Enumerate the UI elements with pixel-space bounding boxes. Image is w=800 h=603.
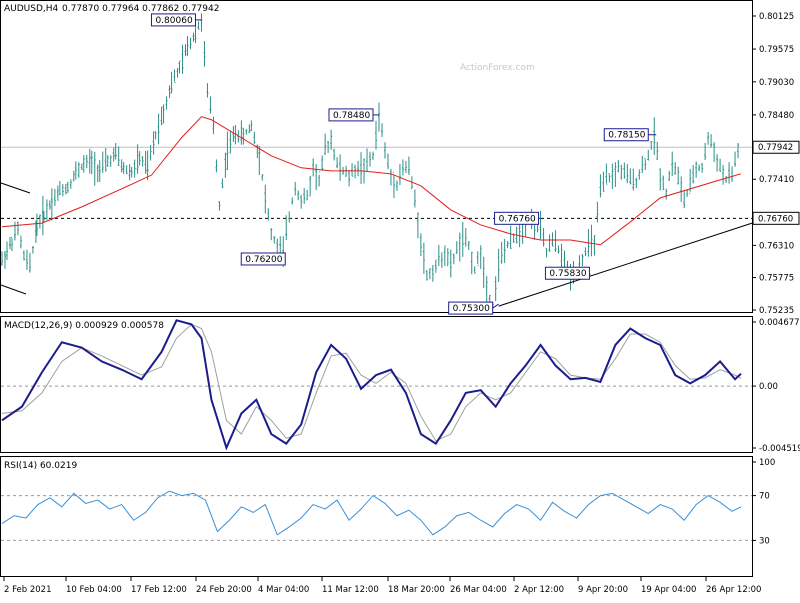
- macd-y-tick-label: 0.00: [759, 382, 778, 392]
- level-connector: [492, 303, 499, 309]
- level-label: 0.76760: [499, 214, 536, 224]
- price-y-tick-label: 0.77410: [759, 175, 794, 185]
- level-box: [240, 252, 286, 266]
- moving-average-line: [1, 116, 742, 246]
- chart-marks: 0.801250.795750.790300.784800.779410.774…: [0, 12, 800, 595]
- x-tick-label: 4 Mar 04:00: [258, 585, 309, 595]
- level-box: [328, 108, 374, 122]
- x-tick-label: 9 Apr 20:00: [578, 585, 628, 595]
- x-tick-label: 24 Feb 20:00: [196, 585, 252, 595]
- price-header-ohlc: 0.77870 0.77964 0.77862 0.77942: [62, 4, 219, 14]
- level-box: [150, 13, 196, 27]
- x-tick-label: 26 Mar 04:00: [450, 585, 507, 595]
- x-tick-label: 11 Mar 12:00: [322, 585, 379, 595]
- level-label: 0.75300: [453, 304, 490, 314]
- x-tick-label: 26 Apr 12:00: [706, 585, 761, 595]
- level-box: [603, 128, 649, 142]
- level-box: [494, 211, 540, 225]
- price-y-tick-label: 0.80125: [759, 12, 794, 22]
- x-tick-label: 17 Feb 12:00: [131, 585, 187, 595]
- x-tick-label: 2 Feb 2021: [4, 585, 52, 595]
- macd-y-tick-label: 0.004677: [759, 318, 800, 328]
- support-price-label: 0.76760: [758, 214, 793, 224]
- x-tick-label: 2 Apr 12:00: [514, 585, 564, 595]
- rsi-y-tick-label: 70: [759, 492, 770, 502]
- macd-header: MACD(12,26,9) 0.000929 0.000578: [4, 321, 164, 331]
- price-header-title: AUDUSD,H4: [4, 4, 59, 14]
- macd-line: [1, 319, 742, 451]
- level-label: 0.75830: [549, 269, 586, 279]
- price-y-tick-label: 0.78480: [759, 111, 794, 121]
- level-label: 0.76200: [245, 255, 282, 265]
- level-box: [448, 301, 494, 315]
- level-label: 0.78480: [333, 111, 370, 121]
- rsi-y-tick-label: 100: [759, 458, 775, 468]
- channel-fragment-lower: [0, 284, 27, 295]
- x-tick-label: 18 Mar 20:00: [388, 585, 445, 595]
- current-price-box: [752, 140, 800, 154]
- price-y-tick-label: 0.75235: [759, 306, 794, 316]
- x-tick-label: 19 Apr 04:00: [641, 585, 696, 595]
- price-y-tick-label: 0.79030: [759, 78, 794, 88]
- support-trendline: [498, 222, 753, 307]
- rsi-line: [1, 490, 742, 536]
- level-label: 0.80060: [155, 16, 192, 26]
- support-price-box: [752, 211, 800, 225]
- price-panel: [0, 0, 753, 313]
- price-y-tick-label: 0.79575: [759, 45, 794, 55]
- x-tick-label: 10 Feb 04:00: [66, 585, 122, 595]
- channel-fragment-upper: [0, 182, 31, 194]
- rsi-y-tick-label: 30: [759, 536, 770, 546]
- watermark: ActionForex.com: [460, 63, 535, 73]
- macd-panel: [0, 316, 753, 453]
- price-y-tick-label: 0.76310: [759, 241, 794, 251]
- macd-signal-line: [1, 323, 742, 442]
- rsi-panel: [0, 456, 753, 577]
- current-price-label: 0.77942: [758, 143, 793, 153]
- level-label: 0.78150: [608, 131, 645, 141]
- macd-y-tick-label: -0.004519: [759, 444, 800, 454]
- level-box: [544, 266, 590, 280]
- rsi-header: RSI(14) 60.0219: [4, 461, 77, 471]
- price-y-tick-label: 0.75775: [759, 274, 794, 284]
